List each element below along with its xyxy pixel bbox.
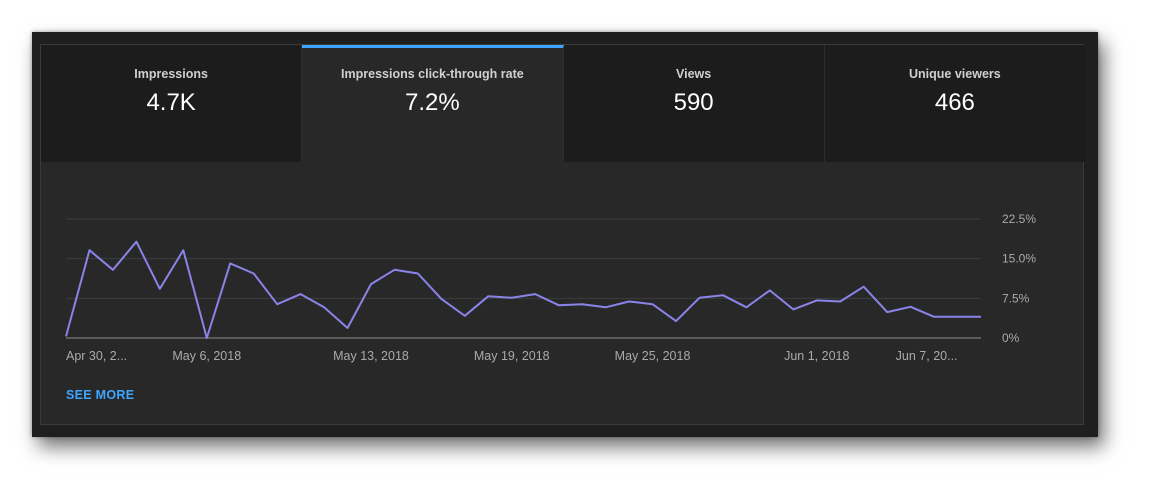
x-tick-label: Apr 30, 2...	[66, 349, 127, 363]
y-tick-label: 15.0%	[1002, 252, 1036, 266]
x-tick-label: May 6, 2018	[172, 349, 241, 363]
ctr-line-chart: 0% 7.5% 15.0% 22.5% Apr 30, 2... May 6, 2018 M…	[65, 212, 1036, 363]
tab-value: 466	[934, 89, 975, 116]
analytics-frame: Impressions 4.7K Impressions click-throu…	[32, 32, 1098, 437]
metric-tabs: Impressions 4.7K Impressions click-throu…	[41, 45, 1085, 162]
tab-label: Views	[676, 67, 712, 81]
y-tick-label: 7.5%	[1002, 291, 1030, 305]
y-tick-label: 22.5%	[1002, 212, 1036, 226]
tab-views[interactable]: Views 590	[563, 45, 825, 162]
x-tick-label: Jun 1, 2018	[784, 349, 849, 363]
tab-value: 7.2%	[405, 89, 460, 116]
tab-unique-viewers[interactable]: Unique viewers 466	[824, 45, 1085, 162]
x-tick-label: May 25, 2018	[615, 349, 691, 363]
tab-impressions[interactable]: Impressions 4.7K	[41, 45, 303, 162]
tab-impressions-ctr[interactable]: Impressions click-through rate 7.2%	[302, 45, 564, 162]
y-tick-label: 0%	[1002, 331, 1020, 345]
tab-label: Unique viewers	[909, 67, 1001, 81]
ctr-series-line	[65, 240, 981, 339]
x-tick-label: May 13, 2018	[333, 349, 409, 363]
tab-value: 590	[673, 89, 714, 116]
tab-value: 4.7K	[146, 89, 196, 116]
x-tick-label: Jun 7, 20...	[896, 349, 958, 363]
analytics-card: Impressions 4.7K Impressions click-throu…	[40, 44, 1085, 425]
tab-label: Impressions click-through rate	[341, 67, 524, 81]
tab-label: Impressions	[134, 67, 208, 81]
see-more-link[interactable]: SEE MORE	[66, 388, 135, 402]
x-tick-label: May 19, 2018	[474, 349, 550, 363]
